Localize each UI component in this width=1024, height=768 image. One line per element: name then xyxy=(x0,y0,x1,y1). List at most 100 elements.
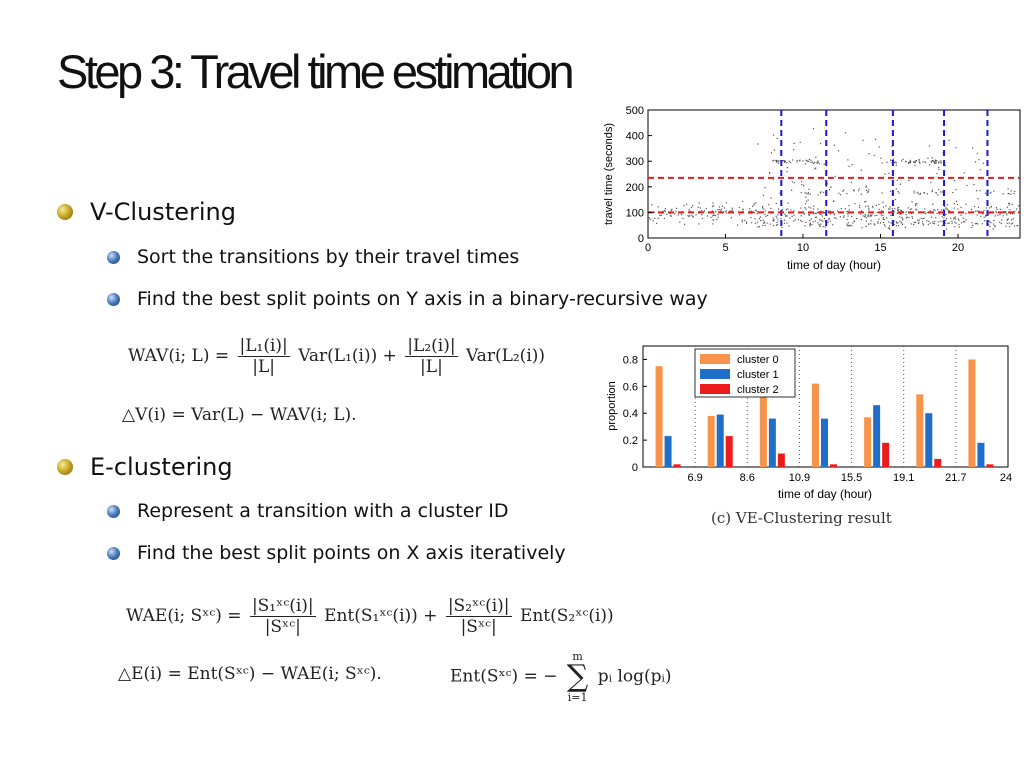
scatter-point xyxy=(875,138,877,140)
scatter-point xyxy=(928,220,930,222)
scatter-point xyxy=(922,218,924,220)
scatter-point xyxy=(945,208,947,210)
scatter-point xyxy=(817,208,819,210)
scatter-point xyxy=(914,161,916,163)
scatter-point xyxy=(893,211,895,213)
scatter-point xyxy=(895,162,897,164)
scatter-point xyxy=(960,206,962,208)
scatter-point xyxy=(781,226,783,228)
scatter-point xyxy=(908,217,910,219)
scatter-point xyxy=(809,222,811,224)
delta-v-equation: △V(i) = Var(L) − WAV(i; L). xyxy=(122,405,357,425)
scatter-point xyxy=(652,220,654,222)
scatter-point xyxy=(929,164,931,166)
scatter-point xyxy=(839,194,842,196)
scatter-point xyxy=(954,218,956,220)
scatter-point xyxy=(1013,225,1016,227)
scatter-point xyxy=(953,203,955,205)
scatter-point xyxy=(812,221,814,223)
scatter-point xyxy=(843,216,845,218)
scatter-point xyxy=(1011,203,1013,206)
scatter-point xyxy=(919,192,921,194)
scatter-point xyxy=(866,191,869,193)
scatter-point xyxy=(871,214,873,216)
bar-ytick-label: 0.6 xyxy=(623,381,638,393)
scatter-point xyxy=(938,189,940,191)
scatter-point xyxy=(824,226,826,228)
scatter-point xyxy=(813,213,815,215)
scatter-point xyxy=(850,181,852,184)
scatter-point xyxy=(1008,222,1010,224)
scatter-point xyxy=(926,220,928,222)
scatter-point xyxy=(1005,211,1007,213)
scatter-point xyxy=(886,217,888,219)
scatter-point xyxy=(701,210,703,212)
scatter-point xyxy=(889,208,891,210)
scatter-ytick-label: 300 xyxy=(626,156,644,168)
scatter-point xyxy=(914,160,916,162)
scatter-point xyxy=(990,205,992,207)
scatter-point xyxy=(681,214,683,216)
scatter-point xyxy=(807,199,809,201)
scatter-point xyxy=(847,222,849,224)
scatter-point xyxy=(654,217,656,219)
scatter-point xyxy=(817,194,819,196)
scatter-point xyxy=(888,172,890,174)
scatter-point xyxy=(833,217,836,219)
scatter-point xyxy=(928,145,931,147)
scatter-point xyxy=(823,163,825,165)
scatter-point xyxy=(895,188,897,190)
scatter-point xyxy=(864,201,866,203)
scatter-point xyxy=(916,203,918,205)
scatter-point xyxy=(817,222,819,224)
scatter-point xyxy=(720,210,722,212)
scatter-point xyxy=(880,214,882,216)
scatter-point xyxy=(913,190,915,192)
scatter-point xyxy=(864,216,866,218)
scatter-point xyxy=(983,209,985,211)
scatter-point xyxy=(807,193,809,195)
scatter-point xyxy=(786,222,788,224)
scatter-point xyxy=(902,223,904,225)
scatter-point xyxy=(929,210,931,212)
scatter-point xyxy=(899,183,901,185)
wav-equation: WAV(i; L) = |L₁(i)| |L| Var(L₁(i)) + |L₂(… xyxy=(128,336,546,377)
scatter-point xyxy=(911,208,913,210)
scatter-point xyxy=(776,137,778,139)
scatter-point xyxy=(940,191,942,193)
bar-cluster-2 xyxy=(986,464,994,467)
scatter-point xyxy=(809,213,811,215)
scatter-point xyxy=(810,159,812,161)
scatter-point xyxy=(1013,192,1015,195)
scatter-point xyxy=(807,192,809,194)
scatter-point xyxy=(1011,213,1013,215)
scatter-xtick-label: 5 xyxy=(722,242,728,254)
scatter-point xyxy=(888,225,891,227)
scatter-point xyxy=(650,218,652,220)
scatter-point xyxy=(844,208,846,210)
scatter-point xyxy=(843,215,845,217)
scatter-point xyxy=(854,203,856,205)
scatter-point xyxy=(775,159,777,161)
scatter-point xyxy=(897,222,899,224)
bar-ytick-label: 0 xyxy=(632,462,638,474)
scatter-point xyxy=(773,178,775,180)
scatter-point xyxy=(1009,226,1011,228)
scatter-point xyxy=(808,158,810,160)
scatter-point xyxy=(1006,214,1008,216)
scatter-point xyxy=(787,202,789,204)
scatter-point xyxy=(889,206,891,208)
scatter-point xyxy=(977,198,979,200)
scatter-point xyxy=(909,162,911,164)
scatter-point xyxy=(777,160,779,162)
scatter-point xyxy=(985,215,987,217)
scatter-point xyxy=(906,216,908,218)
scatter-point xyxy=(920,217,922,220)
scatter-point xyxy=(896,222,898,224)
scatter-point xyxy=(1005,213,1008,215)
scatter-point xyxy=(808,160,810,162)
scatter-point xyxy=(759,216,761,218)
bar-xtick-label: 15.5 xyxy=(841,472,862,484)
scatter-point xyxy=(776,224,778,226)
scatter-point xyxy=(862,215,864,217)
